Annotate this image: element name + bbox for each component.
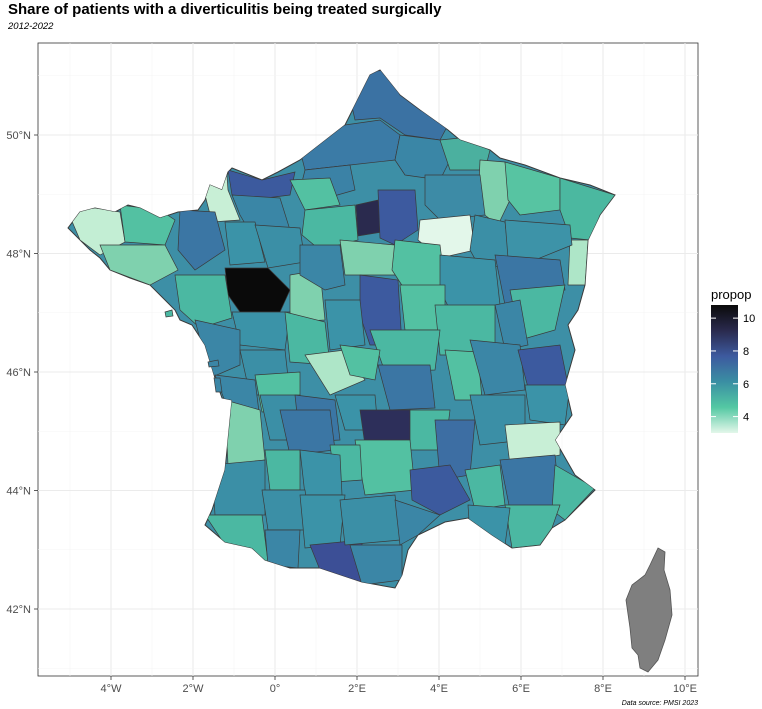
island-belle-ile <box>164 309 174 318</box>
dept-var <box>504 504 561 549</box>
x-tick-label: 8°E <box>594 683 612 695</box>
data-source-caption: Data source: PMSI 2023 <box>621 700 698 707</box>
dept-haut-rhin <box>567 239 589 286</box>
x-tick-label: 10°E <box>673 683 697 695</box>
dept-eure <box>289 177 341 211</box>
dept-tarn-et-garonne <box>299 449 343 496</box>
dept-lot <box>279 409 336 456</box>
legend-tick-label: 10 <box>743 313 755 325</box>
x-tick-label: 6°E <box>512 683 530 695</box>
dept-puy-de-dome <box>377 364 436 411</box>
dept-alpes-hte-provence <box>499 454 561 511</box>
island-re <box>207 359 220 368</box>
x-tick-label: 4°E <box>430 683 448 695</box>
x-tick-label: 2°E <box>348 683 366 695</box>
dept-loire-atlantique <box>174 274 233 329</box>
dept-loiret <box>339 239 396 276</box>
y-tick-label: 46°N <box>6 367 31 379</box>
dept-herault <box>394 499 441 546</box>
chart-subtitle: 2012-2022 <box>8 21 54 32</box>
dept-cote-dor <box>439 254 501 311</box>
dept-hautes-pyrenees <box>264 529 301 569</box>
dept-yvelines <box>355 199 383 237</box>
dept-hautes-alpes <box>504 421 561 466</box>
dept-savoie <box>524 384 571 426</box>
y-tick-label: 48°N <box>6 249 31 261</box>
legend-tick-label: 6 <box>743 379 749 391</box>
dept-aveyron <box>354 439 416 496</box>
legend-tick-label: 8 <box>743 346 749 358</box>
dept-vosges <box>504 219 573 263</box>
dept-alpes-maritimes <box>551 464 596 521</box>
island-oleron <box>213 377 223 393</box>
y-tick-label: 50°N <box>6 130 31 142</box>
dept-rhone-ain <box>469 339 526 396</box>
dept-yonne <box>391 239 446 291</box>
dept-creuse <box>339 344 381 381</box>
legend: propop 4 6 8 10 <box>711 287 755 433</box>
corsica <box>625 547 673 673</box>
dept-seine-et-marne <box>377 189 419 246</box>
legend-colorbar <box>711 305 738 433</box>
legend-ticks: 4 6 8 10 <box>711 313 755 424</box>
departments-layer <box>67 69 673 673</box>
y-tick-label: 44°N <box>6 486 31 498</box>
y-tick-label: 42°N <box>6 604 31 616</box>
dept-aude <box>339 494 401 546</box>
dept-mayenne <box>224 221 266 266</box>
department-patches <box>68 70 615 586</box>
x-tick-label: 4°W <box>101 683 123 695</box>
dept-ille-et-vilaine <box>177 209 226 271</box>
dept-loir-et-cher <box>299 244 346 291</box>
dept-haute-garonne <box>299 494 346 549</box>
axes: 4°W 2°W 0° 2°E 4°E 6°E 8°E 10°E 42°N 44°N 46°N 48°N… <box>6 130 697 695</box>
dept-ardennes <box>439 137 491 171</box>
x-tick-label: 0° <box>270 683 281 695</box>
legend-title: propop <box>711 287 751 302</box>
dept-allier <box>369 329 441 373</box>
dept-gard <box>409 464 471 516</box>
dept-marne <box>424 174 486 221</box>
dept-morbihan <box>99 244 179 286</box>
dept-moselle <box>504 161 561 216</box>
dept-indre <box>324 299 366 351</box>
x-tick-label: 2°W <box>183 683 205 695</box>
dept-jura <box>494 299 529 351</box>
legend-tick-label: 4 <box>743 412 749 424</box>
dept-lot-et-garonne <box>264 449 301 491</box>
dept-maine-et-loire <box>231 311 291 351</box>
chart-title: Share of patients with a diverticulitis … <box>8 1 442 18</box>
